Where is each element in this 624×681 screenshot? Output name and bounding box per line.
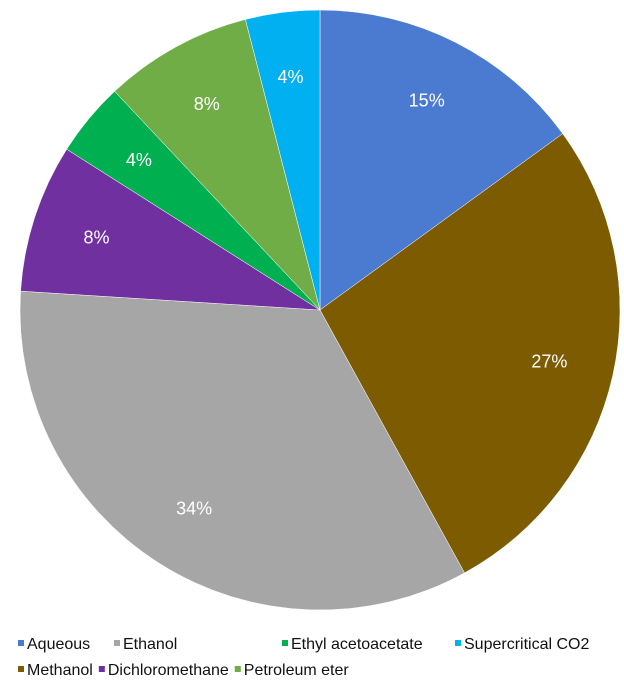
legend-swatch-dichloromethane xyxy=(98,666,105,672)
slice-label-petroleum-eter: 8% xyxy=(194,94,220,114)
pie-slice-labels: 15% 27% 34% 8% 4% 8% 4% xyxy=(83,67,567,519)
pie-slice-ethanol xyxy=(19,290,465,611)
slice-label-supercritical-co2: 4% xyxy=(278,67,304,87)
legend-item-petroleum-eter: Petroleum eter xyxy=(234,662,350,679)
legend-swatch-aqueous xyxy=(18,640,24,646)
pie-slice-petroleum-eter xyxy=(114,19,321,311)
slice-label-ethyl-acetoacetate: 4% xyxy=(126,150,152,170)
legend-item-methanol: Methanol xyxy=(18,662,93,679)
slice-label-aqueous: 15% xyxy=(409,91,445,111)
legend-label-methanol: Methanol xyxy=(27,662,93,679)
legend-swatch-ethanol xyxy=(114,640,120,646)
pie-slice-supercritical-co2 xyxy=(245,9,321,311)
legend-item-supercritical-co2: Supercritical CO2 xyxy=(455,636,589,653)
legend-label-petroleum-eter: Petroleum eter xyxy=(244,662,350,679)
pie-slice-aqueous xyxy=(319,9,564,311)
legend-item-ethanol: Ethanol xyxy=(114,636,177,653)
pie-slice-dichloromethane xyxy=(20,148,321,311)
legend-label-supercritical-co2: Supercritical CO2 xyxy=(464,636,589,653)
legend-label-ethanol: Ethanol xyxy=(123,636,177,653)
legend-label-ethyl-acetoacetate: Ethyl acetoacetate xyxy=(291,636,423,653)
legend-item-aqueous: Aqueous xyxy=(18,636,90,653)
legend-label-aqueous: Aqueous xyxy=(27,636,90,653)
legend-swatch-methanol xyxy=(18,666,24,672)
slice-label-ethanol: 34% xyxy=(176,498,212,518)
legend-swatch-petroleum-eter xyxy=(234,666,241,672)
legend-item-dichloromethane: Dichloromethane xyxy=(98,662,229,679)
legend-swatch-supercritical-co2 xyxy=(455,640,461,646)
legend-label-dichloromethane: Dichloromethane xyxy=(108,662,229,679)
legend: Aqueous Ethanol Ethyl acetoacetate Supercri… xyxy=(18,636,589,679)
pie-slice-methanol xyxy=(319,133,621,574)
slice-label-methanol: 27% xyxy=(531,351,567,371)
legend-swatch-ethyl-acetoacetate xyxy=(282,640,288,646)
legend-item-ethyl-acetoacetate: Ethyl acetoacetate xyxy=(282,636,423,653)
pie-slices xyxy=(19,9,621,611)
slice-label-dichloromethane: 8% xyxy=(83,227,109,247)
